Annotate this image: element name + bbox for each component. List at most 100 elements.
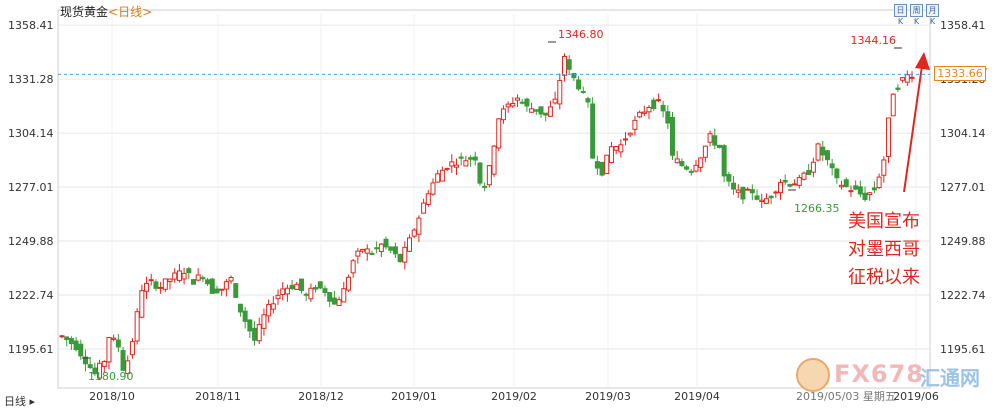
candle-down (519, 101, 525, 104)
candle-down (331, 297, 337, 305)
candle-up (355, 250, 361, 257)
candle-down (233, 283, 239, 298)
candle-up (500, 108, 506, 121)
candle-down (806, 169, 812, 175)
candle-up (702, 145, 708, 158)
candle-down (383, 238, 389, 248)
candle-down (482, 185, 488, 188)
candle-down (712, 135, 718, 146)
tool-daily-button[interactable]: 日K (894, 4, 907, 26)
y-tick-label-left: 1222.74 (8, 289, 54, 302)
candle-down (740, 186, 746, 200)
tool-monthly-button[interactable]: 月K (926, 4, 939, 26)
candle-down (247, 319, 253, 332)
x-tick-label: 2018/11 (195, 390, 241, 403)
candle-down (566, 59, 572, 70)
period-button[interactable]: 日线 ▸ (4, 395, 36, 408)
candle-up (261, 314, 267, 329)
low-marker-label: 1266.35 (794, 202, 840, 215)
x-tick-label: 2019/03 (585, 390, 631, 403)
candle-up (909, 76, 915, 79)
candle-up (773, 191, 779, 194)
candle-down (843, 179, 849, 188)
candle-down (153, 281, 159, 289)
chart-title: 现货黄金<日线> (60, 3, 152, 20)
watermark-brand: FX678 (834, 360, 924, 388)
candle-down (392, 246, 398, 255)
candle-down (829, 163, 835, 169)
candle-up (796, 177, 802, 186)
candle-up (97, 362, 103, 379)
candle-up (275, 294, 281, 300)
candle-down (313, 287, 319, 290)
candle-up (148, 279, 154, 282)
plot-frame (57, 9, 931, 389)
candle-up (125, 360, 131, 375)
candle-up (623, 138, 629, 141)
candle-up (111, 337, 117, 340)
candle-down (853, 185, 859, 190)
candle-down (862, 192, 868, 201)
candle-up (129, 341, 135, 356)
candle-up (655, 99, 661, 102)
candle-up (608, 146, 614, 163)
candle-up (745, 188, 751, 191)
candle-up (134, 311, 140, 342)
candle-up (627, 132, 633, 136)
candle-up (463, 160, 469, 167)
low-marker-label: 1180.90 (88, 370, 134, 383)
timeframe-selector[interactable]: <日线> (108, 5, 153, 19)
candle-down (824, 150, 830, 161)
candle-down (472, 156, 478, 161)
candle-down (651, 99, 657, 109)
candle-down (369, 252, 375, 255)
candle-up (435, 173, 441, 183)
candle-up (256, 324, 262, 342)
candle-up (561, 55, 567, 76)
candle-up (848, 190, 854, 193)
candle-up (792, 183, 798, 186)
candle-down (590, 103, 596, 159)
candle-down (190, 279, 196, 285)
candle-down (834, 168, 840, 179)
high-marker-label: 1344.16 (851, 34, 897, 47)
candle-down (289, 284, 295, 290)
candle-up (350, 260, 356, 274)
candle-up (101, 360, 107, 368)
candle-down (458, 156, 464, 159)
candle-down (726, 174, 732, 182)
candle-up (430, 182, 436, 195)
candle-up (345, 276, 351, 291)
candle-down (64, 336, 70, 341)
y-tick-label-left: 1277.01 (8, 181, 54, 194)
candle-up (158, 286, 164, 289)
candle-down (327, 292, 333, 302)
candle-down (397, 253, 403, 263)
candle-down (857, 186, 863, 195)
candle-down (200, 277, 206, 280)
candle-down (787, 184, 793, 187)
candle-down (317, 281, 323, 289)
candle-down (594, 161, 600, 169)
candle-down (186, 268, 192, 274)
annotation-line-1: 美国宣布 (848, 211, 920, 232)
candle-up (294, 283, 300, 290)
candle-down (205, 279, 211, 285)
candle-down (533, 109, 539, 112)
candle-up (284, 287, 290, 295)
tool-weekly-button[interactable]: 周K (910, 4, 923, 26)
candle-up (839, 184, 845, 188)
candle-up (228, 276, 234, 282)
y-tick-label-right: 1304.14 (940, 127, 986, 140)
candle-up (763, 198, 769, 204)
annotation-line-2: 对墨西哥 (848, 239, 920, 260)
candle-up (425, 193, 431, 205)
candle-up (444, 167, 450, 170)
candle-up (341, 288, 347, 303)
chart-toolbar: 日K 周K 月K (894, 4, 939, 26)
candle-down (580, 91, 586, 94)
annotation-arrow-shaft (903, 65, 923, 193)
candle-down (716, 144, 722, 148)
